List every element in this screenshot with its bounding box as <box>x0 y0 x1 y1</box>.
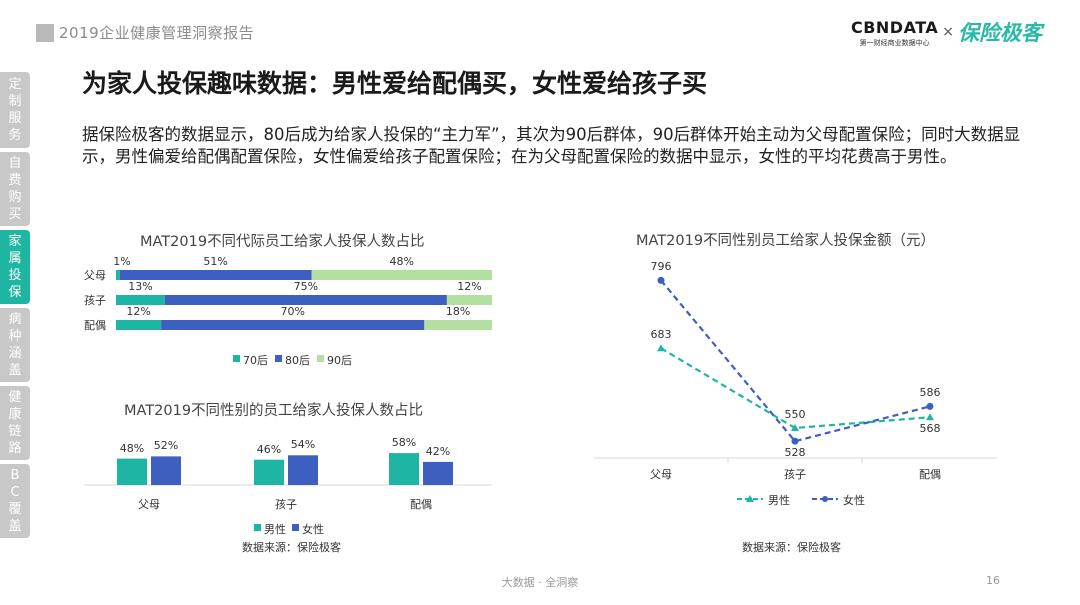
chart3-category-label: 配偶 <box>919 468 941 481</box>
chart2-bar <box>117 458 147 485</box>
chart2-bar <box>254 459 284 485</box>
sidebar-tab-bc-coverage[interactable]: BC覆盖 <box>0 464 30 538</box>
page-number: 16 <box>986 574 1000 587</box>
chart2-data-label: 42% <box>425 444 451 458</box>
chart3-data-label: 586 <box>919 386 941 400</box>
brand-logo: CBNDATA 第一财经商业数据中心 × 保险极客 <box>851 18 1042 48</box>
chart1-bar-segment <box>446 295 492 305</box>
sidebar-tab-label: 健康链路 <box>8 390 22 456</box>
sidebar-tab-custom-service[interactable]: 定制服务 <box>0 72 30 148</box>
chart3-title: MAT2019不同性别员工给家人投保金额（元） <box>636 233 936 249</box>
chart3-legend-label: 女性 <box>843 494 865 507</box>
header-square-icon <box>36 23 54 42</box>
chart1-legend-swatch <box>233 355 240 362</box>
sidebar-tab-disease-coverage[interactable]: 病种涵盖 <box>0 308 30 382</box>
chart2-legend-swatch <box>292 524 299 531</box>
sidebar-tab-label: 定制服务 <box>8 77 22 143</box>
chart1-bar-segment <box>119 270 312 280</box>
chart2-bar <box>423 461 453 485</box>
chart1-data-label: 75% <box>293 280 319 293</box>
sidebar-tab-label: 病种涵盖 <box>8 312 22 378</box>
chart2-category-label: 孩子 <box>275 498 297 511</box>
chart3-point <box>926 402 934 410</box>
chart3-point <box>657 344 665 352</box>
chart3-point <box>657 276 665 284</box>
chart1-bar-segment <box>116 270 120 280</box>
report-header: 2019企业健康管理洞察报告 <box>36 22 254 43</box>
chart3-point <box>926 413 934 421</box>
chart3-legend-marker <box>746 495 754 502</box>
chart1-bar-segment <box>116 295 165 305</box>
sidebar-tab-health-chain[interactable]: 健康链路 <box>0 386 30 460</box>
chart3-point <box>791 424 799 431</box>
sidebar-tab-label: 家属投保 <box>8 234 22 300</box>
chart3-category-label: 父母 <box>650 468 672 481</box>
chart2-bar <box>151 456 181 485</box>
chart1-legend-swatch <box>275 355 282 362</box>
chart2-data-label: 54% <box>290 438 316 452</box>
chart2-category-label: 配偶 <box>410 498 432 511</box>
chart1-bar-segment <box>311 270 492 280</box>
chart1-category-label: 配偶 <box>84 319 106 332</box>
chart1-data-label: 18% <box>445 305 471 318</box>
chart3-data-label: 568 <box>919 422 941 436</box>
sidebar-tab-label: BC覆盖 <box>8 468 22 534</box>
chart2-legend-label: 男性 <box>264 523 286 536</box>
page-description: 据保险极客的数据显示，80后成为给家人投保的“主力军”，其次为90后群体，90后… <box>82 125 1021 166</box>
chart2-bar <box>288 455 318 485</box>
chart2-title: MAT2019不同性别的员工给家人投保人数占比 <box>124 403 424 419</box>
chart1-data-label: 48% <box>389 255 414 268</box>
chart2-data-label: 58% <box>391 436 417 450</box>
chart1-data-label: 12% <box>126 305 151 318</box>
report-title: 2019企业健康管理洞察报告 <box>59 24 255 42</box>
chart1-data-label: 1% <box>113 255 131 268</box>
chart2-legend-swatch <box>254 524 261 531</box>
chart3-legend-marker <box>822 496 828 502</box>
chart3-legend-label: 男性 <box>768 494 790 507</box>
chart1-bar-segment <box>424 320 492 330</box>
chart1-bar-segment <box>161 320 425 330</box>
partner-logo: 保险极客 <box>958 21 1042 45</box>
chart1-bar-segment <box>116 320 162 330</box>
chart1-data-label: 51% <box>203 255 228 268</box>
cbndata-logo-subtext: 第一财经商业数据中心 <box>859 39 930 47</box>
chart3-data-label: 528 <box>784 446 806 460</box>
chart2-source: 数据来源：保险极客 <box>242 541 341 554</box>
chart2-data-label: 46% <box>256 442 282 456</box>
chart1-data-label: 70% <box>280 305 305 318</box>
chart1-data-label: 12% <box>457 280 482 293</box>
chart1-legend-label: 90后 <box>327 354 352 367</box>
chart3-data-label: 550 <box>784 408 806 421</box>
chart2-legend-label: 女性 <box>302 523 324 536</box>
logo-separator: × <box>942 24 954 40</box>
chart2-data-label: 52% <box>153 439 179 453</box>
cbndata-logo-text: CBNDATA <box>850 18 939 37</box>
chart1-data-label: 13% <box>128 280 153 293</box>
chart1-category-label: 父母 <box>84 269 106 282</box>
sidebar-tab-label: 自费购买 <box>8 156 22 222</box>
sidebar-tab-self-purchase[interactable]: 自费购买 <box>0 152 30 226</box>
chart2-category-label: 父母 <box>138 498 160 511</box>
chart1-title: MAT2019不同代际员工给家人投保人数占比 <box>140 234 425 250</box>
chart3-data-label: 796 <box>650 260 672 274</box>
page-title: 为家人投保趣味数据：男性爱给配偶买，女性爱给孩子买 <box>82 69 708 98</box>
chart3-category-label: 孩子 <box>784 468 806 481</box>
chart3-point <box>791 437 799 445</box>
chart2-data-label: 48% <box>119 441 145 455</box>
chart2-bar <box>389 453 419 485</box>
sidebar-tab-family-insurance[interactable]: 家属投保 <box>0 230 30 304</box>
chart1-legend-label: 70后 <box>243 354 268 367</box>
chart1-legend-label: 80后 <box>285 354 310 367</box>
chart1-legend-swatch <box>317 355 324 362</box>
chart3-source: 数据来源：保险极客 <box>742 541 841 554</box>
chart3-series-line <box>660 279 931 443</box>
chart3-data-label: 683 <box>650 328 672 342</box>
cbndata-logo: CBNDATA 第一财经商业数据中心 <box>851 18 938 48</box>
footer-tagline: 大数据 · 全洞察 <box>501 576 579 589</box>
chart1-bar-segment <box>164 295 447 305</box>
chart1-category-label: 孩子 <box>84 294 106 307</box>
